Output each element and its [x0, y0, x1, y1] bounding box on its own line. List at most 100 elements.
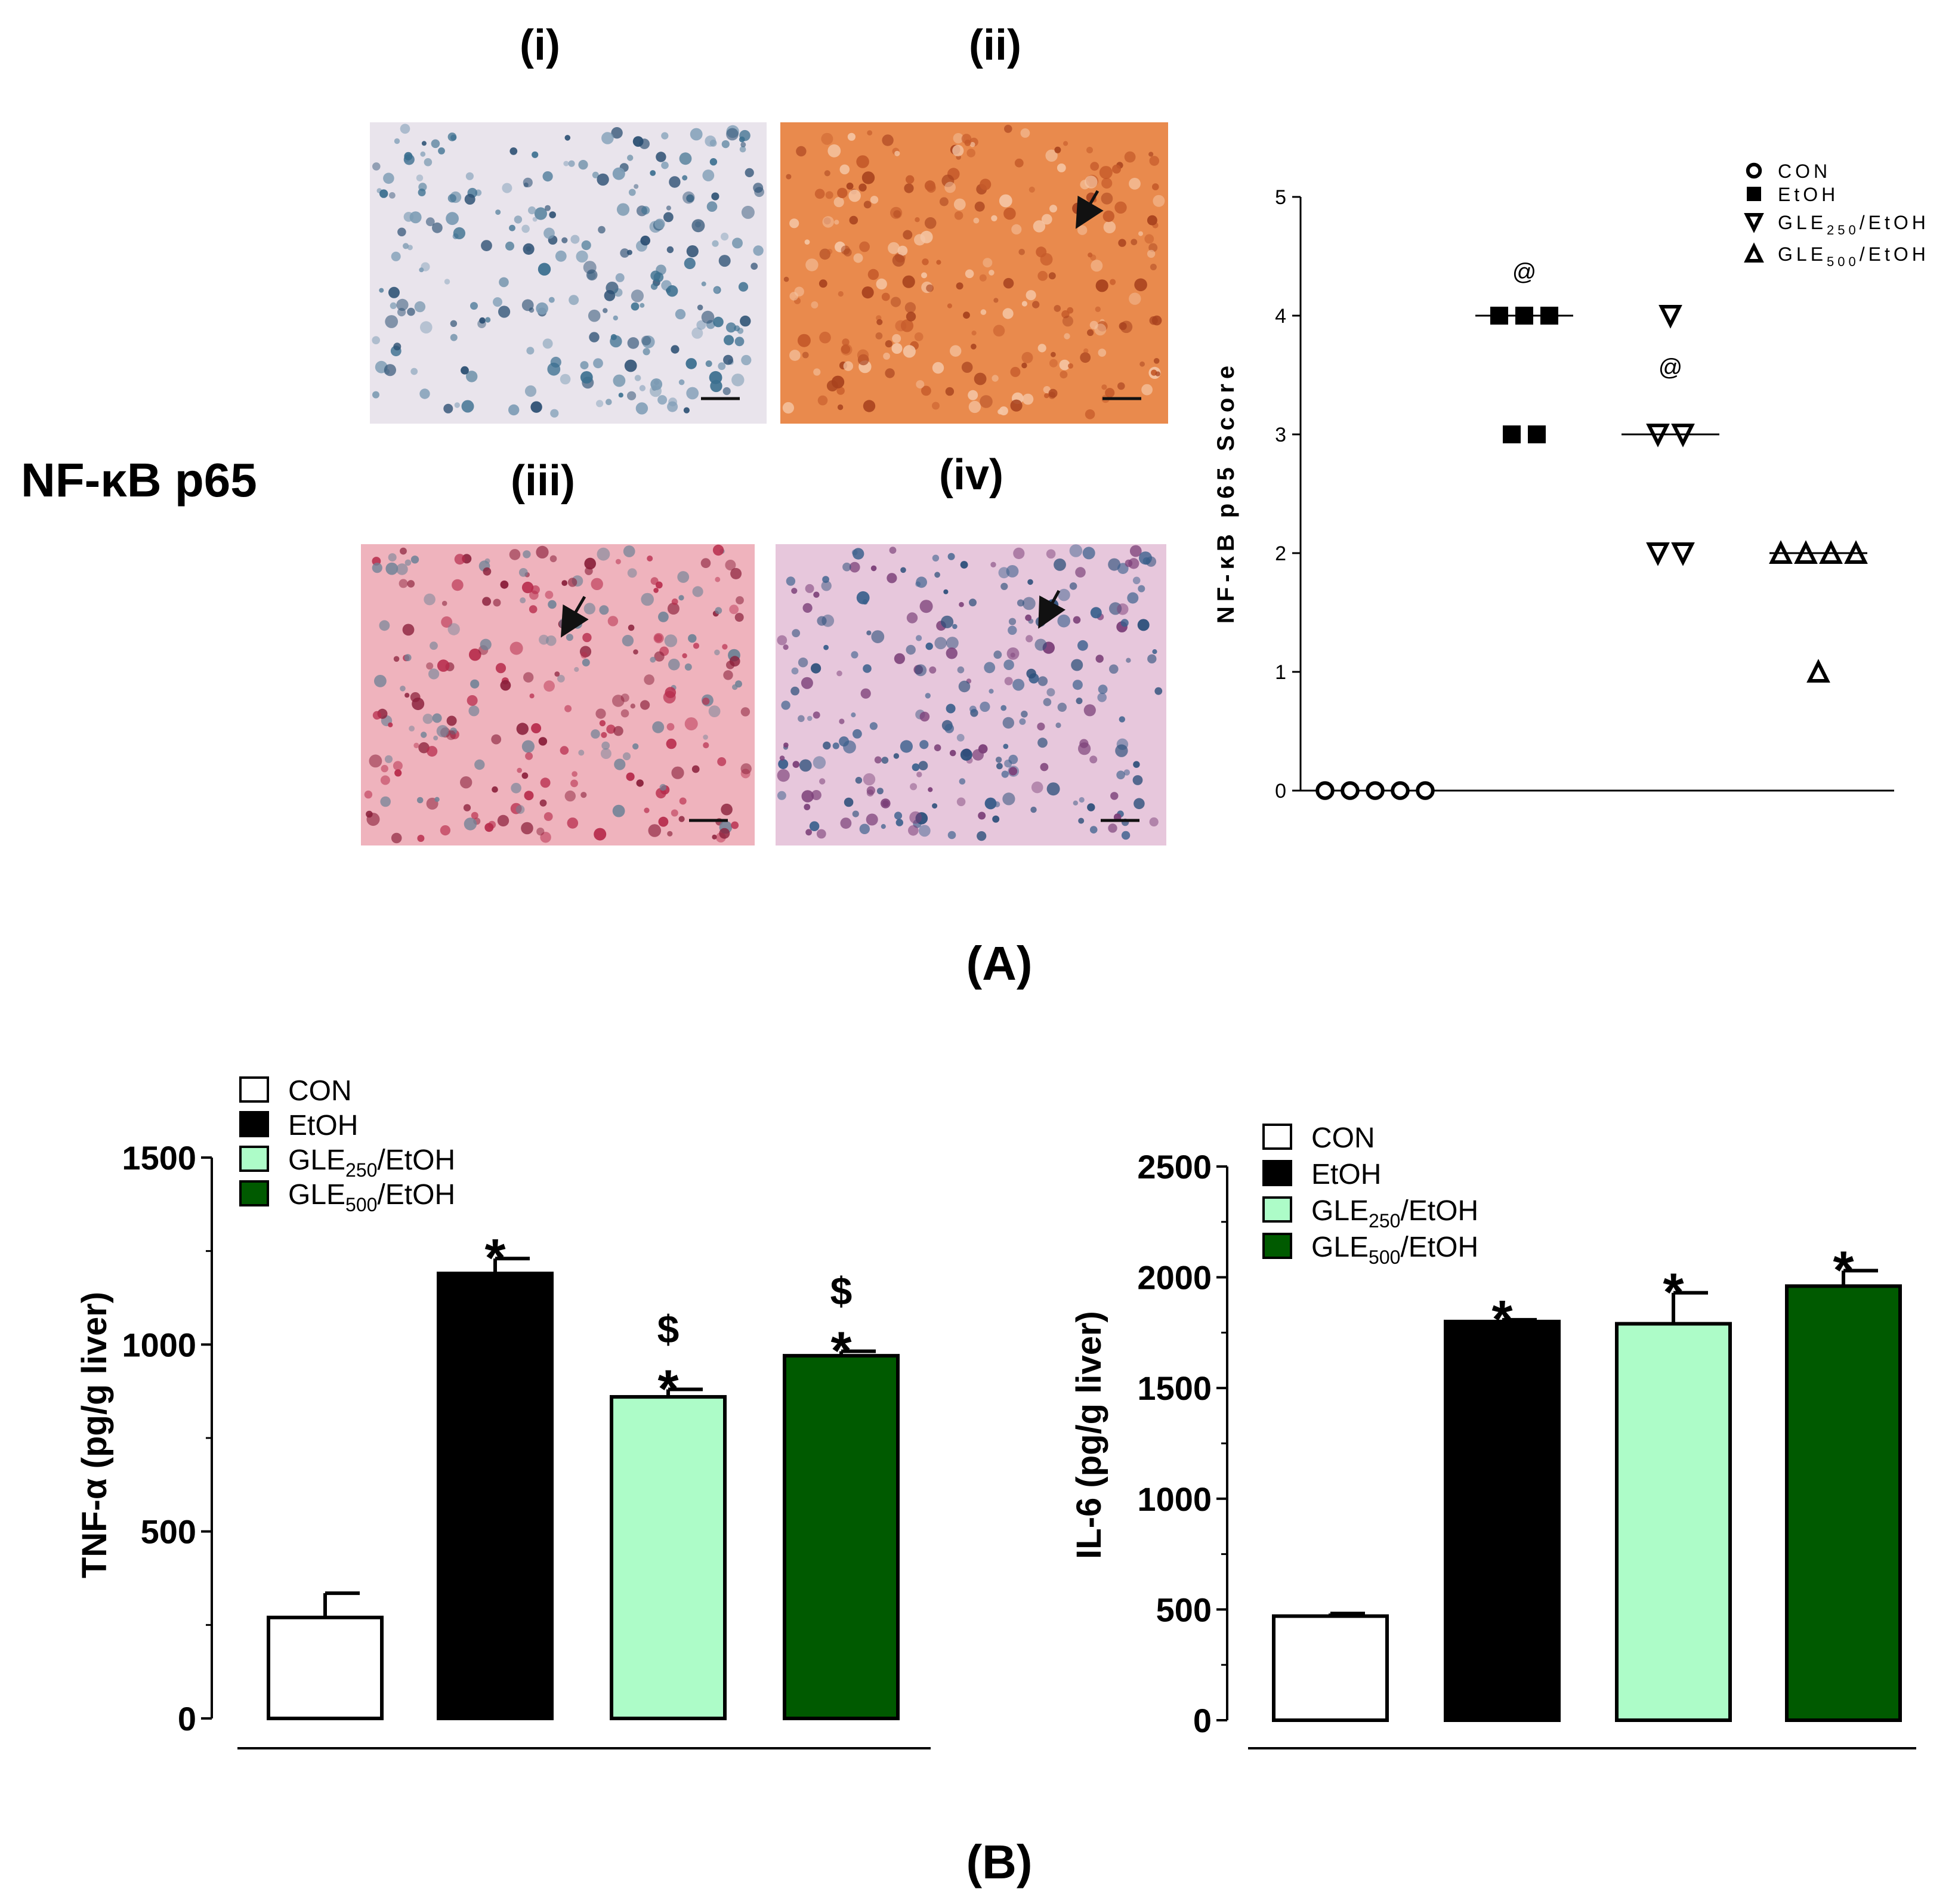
cell-nucleus	[654, 651, 665, 662]
cell-nucleus	[469, 648, 481, 661]
cell-nucleus	[1091, 260, 1103, 272]
cell-nucleus	[989, 270, 995, 276]
cell-nucleus	[811, 790, 821, 800]
cell-nucleus	[402, 624, 415, 636]
cell-nucleus	[600, 748, 611, 759]
cell-nucleus	[1013, 547, 1025, 560]
cell-nucleus	[379, 620, 390, 631]
cell-nucleus	[979, 274, 987, 282]
cell-nucleus	[557, 675, 565, 683]
cell-nucleus	[389, 192, 396, 199]
cell-nucleus	[925, 642, 933, 650]
cell-nucleus	[525, 752, 533, 760]
cell-nucleus	[969, 705, 977, 713]
cell-nucleus	[1129, 545, 1142, 557]
cell-nucleus	[958, 680, 971, 693]
cell-nucleus	[601, 132, 614, 144]
cell-nucleus	[946, 647, 958, 659]
cell-nucleus	[906, 311, 916, 322]
cell-nucleus	[1073, 616, 1081, 624]
cell-nucleus	[992, 375, 999, 382]
cell-nucleus	[407, 245, 413, 251]
cell-nucleus	[1027, 579, 1033, 585]
cell-nucleus	[1004, 125, 1012, 133]
cell-nucleus	[440, 825, 451, 836]
cell-nucleus	[381, 764, 388, 773]
cell-nucleus	[821, 132, 833, 145]
cell-nucleus	[918, 761, 928, 771]
cell-nucleus	[1064, 333, 1070, 340]
cell-nucleus	[888, 242, 900, 254]
cell-nucleus	[656, 152, 666, 162]
cell-nucleus	[734, 613, 744, 622]
cell-nucleus	[903, 345, 916, 358]
cell-nucleus	[1088, 252, 1093, 258]
cell-nucleus	[833, 197, 844, 208]
annotation-arrow	[1038, 590, 1066, 629]
y-tick-label: 4	[1275, 305, 1286, 328]
cell-nucleus	[866, 789, 874, 797]
cell-nucleus	[1094, 323, 1107, 336]
cell-nucleus	[1153, 195, 1165, 207]
cell-nucleus	[493, 297, 502, 307]
cell-nucleus	[983, 258, 993, 268]
cell-nucleus	[813, 591, 820, 598]
cell-nucleus	[679, 152, 692, 165]
cell-nucleus	[1110, 792, 1119, 800]
cell-nucleus	[1110, 279, 1116, 285]
cell-nucleus	[734, 325, 740, 332]
cell-nucleus	[1101, 177, 1113, 189]
cell-nucleus	[403, 212, 414, 222]
cell-nucleus	[615, 558, 621, 564]
cell-nucleus	[999, 194, 1012, 208]
cell-nucleus	[822, 576, 829, 583]
cell-nucleus	[977, 831, 987, 841]
cell-nucleus	[615, 273, 625, 282]
cell-nucleus	[682, 653, 687, 659]
cell-nucleus	[876, 788, 884, 795]
cell-nucleus	[867, 269, 879, 280]
cell-nucleus	[706, 201, 718, 212]
cell-nucleus	[869, 722, 878, 730]
cell-nucleus	[928, 787, 933, 792]
legend-label: GLE500/EtOH	[288, 1179, 455, 1215]
cell-nucleus	[560, 746, 569, 755]
cell-nucleus	[418, 189, 426, 196]
cell-nucleus	[870, 565, 877, 572]
cell-nucleus	[521, 740, 535, 753]
cell-nucleus	[1090, 162, 1100, 171]
cell-nucleus	[934, 637, 947, 650]
cell-nucleus	[1045, 149, 1058, 162]
cell-nucleus	[650, 170, 656, 176]
cell-nucleus	[837, 187, 848, 199]
cell-nucleus	[483, 567, 492, 576]
cell-nucleus	[372, 711, 382, 720]
cell-nucleus	[582, 658, 590, 666]
cell-nucleus	[1046, 782, 1060, 796]
cell-nucleus	[813, 756, 826, 769]
cell-nucleus	[971, 331, 977, 336]
cell-nucleus	[783, 742, 789, 748]
cell-nucleus	[890, 206, 903, 219]
cell-nucleus	[1083, 704, 1096, 717]
cell-nucleus	[849, 561, 860, 573]
cell-nucleus	[966, 149, 975, 158]
cell-nucleus	[1098, 348, 1107, 357]
cell-nucleus	[686, 194, 694, 202]
cell-nucleus	[684, 257, 696, 270]
micrograph-background	[370, 122, 767, 424]
cell-nucleus	[924, 217, 937, 229]
cell-nucleus	[548, 600, 557, 609]
cell-nucleus	[941, 615, 954, 628]
cell-nucleus	[596, 400, 604, 408]
cell-nucleus	[650, 656, 656, 663]
cell-nucleus	[499, 277, 509, 288]
cell-nucleus	[826, 380, 838, 391]
legend-marker	[1746, 162, 1762, 179]
cell-nucleus	[400, 547, 407, 555]
cell-nucleus	[379, 288, 384, 293]
cell-nucleus	[647, 556, 653, 561]
significance-mark: *	[1491, 1290, 1512, 1350]
cell-nucleus	[636, 779, 644, 787]
cell-nucleus	[895, 819, 904, 826]
